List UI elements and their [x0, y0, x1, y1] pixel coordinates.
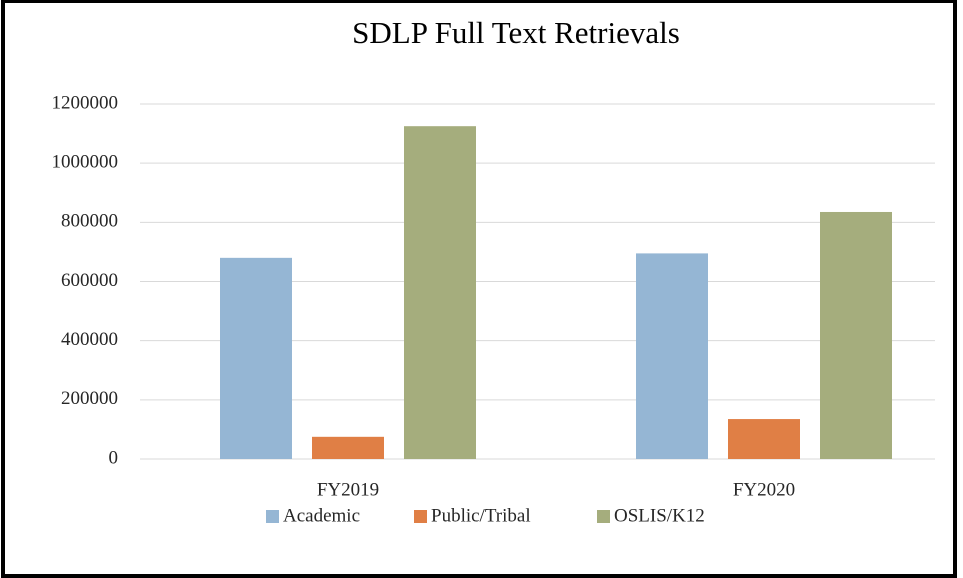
- bar: [820, 211, 892, 459]
- y-tick-label: 600000: [61, 270, 118, 291]
- x-tick-label: FY2020: [733, 479, 795, 500]
- bar: [220, 257, 292, 459]
- legend-swatch: [414, 510, 427, 523]
- chart-title: SDLP Full Text Retrievals: [352, 15, 680, 50]
- legend-swatch: [266, 510, 279, 523]
- y-tick-label: 0: [109, 447, 119, 468]
- bar: [312, 436, 384, 459]
- y-tick-label: 400000: [61, 329, 118, 350]
- y-tick-label: 1200000: [52, 92, 119, 113]
- legend-swatch: [597, 510, 610, 523]
- y-tick-label: 1000000: [52, 152, 119, 173]
- y-tick-label: 200000: [61, 388, 118, 409]
- y-tick-label: 800000: [61, 211, 118, 232]
- x-tick-label: FY2019: [317, 479, 379, 500]
- bar: [404, 126, 476, 459]
- bar: [728, 419, 800, 459]
- legend-label: OSLIS/K12: [614, 505, 705, 526]
- legend-label: Academic: [283, 505, 360, 526]
- legend-label: Public/Tribal: [431, 505, 531, 526]
- bar: [636, 253, 708, 459]
